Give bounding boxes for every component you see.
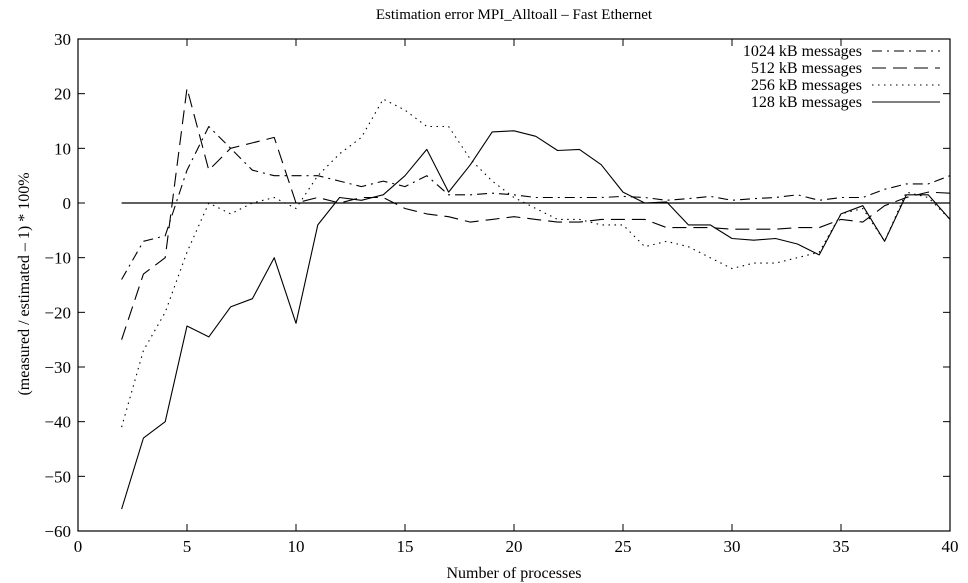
y-tick-label: 20 [54, 85, 71, 104]
plot-area [77, 38, 951, 532]
legend-label: 512 kB messages [751, 60, 862, 77]
x-tick-label: 10 [288, 537, 305, 556]
series-line [121, 98, 951, 428]
x-tick-label: 15 [397, 537, 414, 556]
series-line [121, 87, 951, 340]
series-line [121, 130, 951, 510]
x-axis-label: Number of processes [446, 565, 581, 582]
series-line [121, 125, 951, 280]
y-tick-label: 0 [63, 194, 72, 213]
series-lines [121, 87, 951, 510]
x-tick-label: 0 [74, 537, 83, 556]
plot-frame [77, 38, 951, 532]
legend-label: 128 kB messages [751, 94, 862, 111]
axis-ticks: 0 5 10 15 20 25 30 35 40 −60 −50 −40 −30 −20 −10 0 10 20 3… [44, 30, 958, 556]
y-tick-label: −10 [44, 249, 71, 268]
y-tick-label: −30 [44, 358, 71, 377]
y-tick-label: −50 [44, 467, 71, 486]
x-tick-label: 30 [724, 537, 741, 556]
x-tick-label: 40 [942, 537, 959, 556]
legend-label: 256 kB messages [751, 77, 862, 94]
y-tick-label: −20 [44, 303, 71, 322]
y-axis-label: (measured / estimated – 1) * 100% [16, 172, 33, 395]
x-tick-label: 35 [833, 537, 850, 556]
chart-title: Estimation error MPI_Alltoall – Fast Eth… [376, 7, 653, 23]
y-tick-label: −40 [44, 413, 71, 432]
x-tick-label: 25 [615, 537, 632, 556]
x-tick-label: 20 [506, 537, 523, 556]
y-tick-label: 10 [54, 139, 71, 158]
x-tick-label: 5 [183, 537, 192, 556]
y-tick-label: −60 [44, 522, 71, 541]
legend-label: 1024 kB messages [743, 43, 862, 60]
y-tick-label: 30 [54, 30, 71, 49]
